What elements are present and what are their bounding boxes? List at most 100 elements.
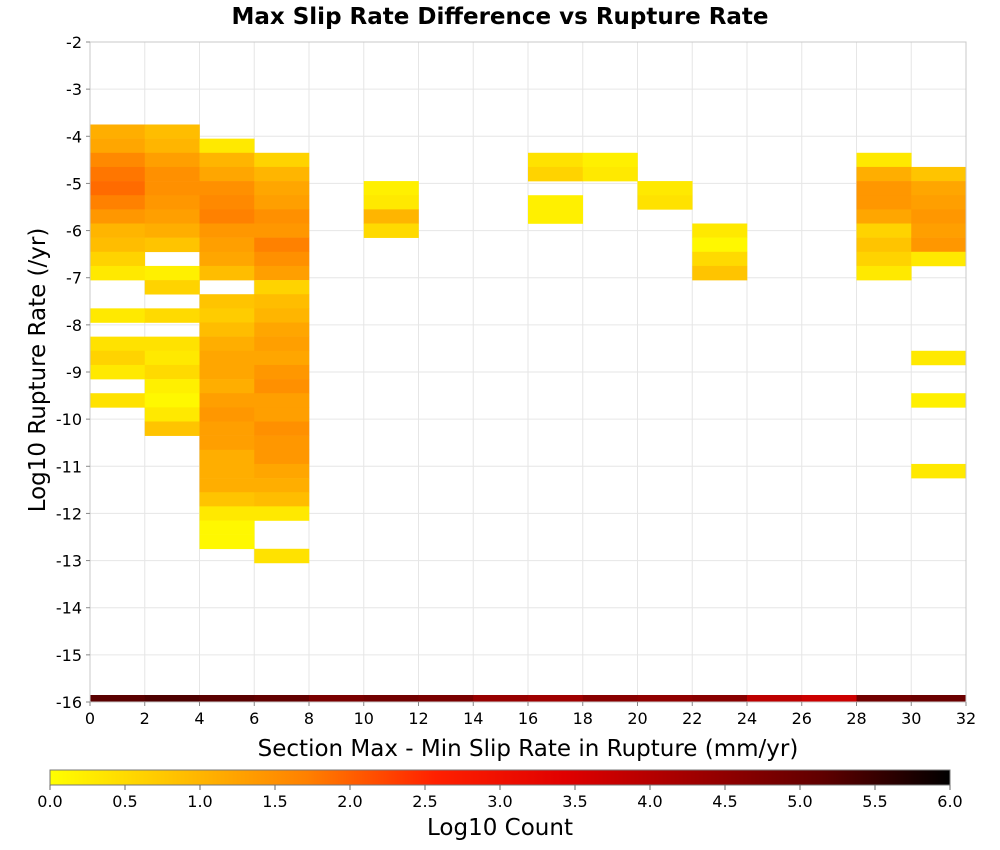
- heatmap-cell: [90, 124, 146, 139]
- heatmap-cell: [199, 478, 255, 493]
- bottom-band-cell: [473, 695, 529, 702]
- heatmap-cell: [692, 223, 748, 238]
- heatmap-cell: [254, 195, 310, 210]
- heatmap-cell: [582, 152, 638, 168]
- heatmap-cell: [144, 138, 200, 154]
- x-tick-label: 12: [408, 709, 428, 728]
- heatmap-cell: [856, 181, 912, 196]
- heatmap-cell: [254, 181, 310, 196]
- x-tick-label: 28: [846, 709, 866, 728]
- heatmap-cell: [199, 138, 255, 154]
- heatmap-cell: [199, 336, 255, 352]
- heatmap-cell: [856, 209, 912, 224]
- heatmap-cell: [199, 506, 255, 521]
- heatmap-cell: [254, 548, 310, 564]
- y-axis-label: Log10 Rupture Rate (/yr): [25, 228, 51, 513]
- heatmap-cell: [144, 364, 200, 380]
- bottom-band-cell: [144, 695, 200, 702]
- heatmap-cell: [144, 166, 200, 182]
- heatmap-cell: [199, 294, 255, 309]
- colorbar-tick-label: 1.0: [187, 792, 212, 811]
- bottom-band-cell: [528, 695, 584, 702]
- heatmap-cell: [856, 223, 912, 238]
- x-tick-label: 10: [354, 709, 374, 728]
- heatmap-cell: [637, 195, 693, 210]
- heatmap-cell: [199, 492, 255, 507]
- heatmap-cell: [90, 336, 146, 352]
- y-tick-label: -13: [56, 552, 82, 571]
- heatmap-cell: [199, 152, 255, 168]
- heatmap-cell: [144, 280, 200, 295]
- y-tick-label: -12: [56, 504, 82, 523]
- x-axis-label: Section Max - Min Slip Rate in Rupture (…: [258, 736, 799, 762]
- x-tick-label: 26: [792, 709, 812, 728]
- bottom-band: [90, 695, 967, 702]
- x-tick-label: 30: [901, 709, 921, 728]
- heatmap-cell: [528, 166, 584, 182]
- colorbar-label: Log10 Count: [427, 815, 573, 841]
- heatmap-cell: [144, 336, 200, 352]
- y-tick-label: -11: [56, 457, 82, 476]
- heatmap-cell: [911, 393, 967, 408]
- heatmap-cell: [199, 251, 255, 267]
- heatmap-cell: [692, 251, 748, 267]
- heatmap-cell: [911, 209, 967, 224]
- heatmap-cell: [254, 265, 310, 281]
- heatmap-cell: [254, 478, 310, 493]
- heatmap-cell: [199, 265, 255, 281]
- colorbar: [49, 769, 951, 786]
- heatmap-cell: [144, 421, 200, 436]
- heatmap-cell: [911, 251, 967, 267]
- heatmap-cell: [254, 393, 310, 408]
- heatmap-cell: [90, 209, 146, 224]
- heatmap-cell: [911, 195, 967, 210]
- heatmap-cell: [144, 237, 200, 253]
- heatmap-cell: [199, 209, 255, 224]
- y-tick-label: -6: [66, 222, 82, 241]
- heatmap-cell: [254, 280, 310, 295]
- colorbar-tick-label: 3.5: [562, 792, 587, 811]
- heatmap-cell: [144, 124, 200, 139]
- heatmap-cell: [254, 166, 310, 182]
- heatmap-cell: [199, 322, 255, 337]
- heatmap-cell: [254, 421, 310, 436]
- bottom-band-cell: [637, 695, 693, 702]
- heatmap-cell: [199, 520, 255, 535]
- colorbar-tick-label: 5.0: [787, 792, 812, 811]
- x-tick-label: 4: [194, 709, 204, 728]
- colorbar-tick-label: 4.5: [712, 792, 737, 811]
- heatmap-cell: [363, 181, 419, 196]
- heatmap-cell: [144, 152, 200, 168]
- heatmap-cell: [911, 463, 967, 479]
- heatmap-cell: [144, 407, 200, 422]
- heatmap-cell: [363, 209, 419, 224]
- heatmap-cell: [856, 166, 912, 182]
- heatmap-cell: [254, 223, 310, 238]
- heatmap-cell: [199, 364, 255, 380]
- heatmap-cell: [856, 237, 912, 253]
- heatmap-cell: [144, 308, 200, 323]
- heatmap-cell: [90, 181, 146, 196]
- x-tick-label: 0: [85, 709, 95, 728]
- heatmap-cell: [254, 251, 310, 267]
- colorbar-tick-label: 2.0: [337, 792, 362, 811]
- chart-title: Max Slip Rate Difference vs Rupture Rate: [231, 4, 768, 30]
- colorbar-tick-label: 6.0: [937, 792, 962, 811]
- heatmap-cell: [199, 463, 255, 479]
- heatmap-cell: [254, 350, 310, 366]
- heatmap-cell: [254, 379, 310, 394]
- heatmap-cell: [911, 181, 967, 196]
- heatmap-cell: [254, 152, 310, 168]
- plot-area: [89, 41, 967, 703]
- heatmap-cell: [363, 195, 419, 210]
- x-tick-label: 22: [682, 709, 702, 728]
- heatmap-cell: [911, 350, 967, 366]
- heatmap-cell: [199, 166, 255, 182]
- heatmap-cell: [90, 223, 146, 238]
- bottom-band-cell: [363, 695, 419, 702]
- bottom-band-cell: [90, 695, 146, 702]
- bottom-band-cell: [692, 695, 748, 702]
- colorbar-tick-label: 5.5: [862, 792, 887, 811]
- x-tick-label: 32: [956, 709, 976, 728]
- heatmap-cell: [199, 181, 255, 196]
